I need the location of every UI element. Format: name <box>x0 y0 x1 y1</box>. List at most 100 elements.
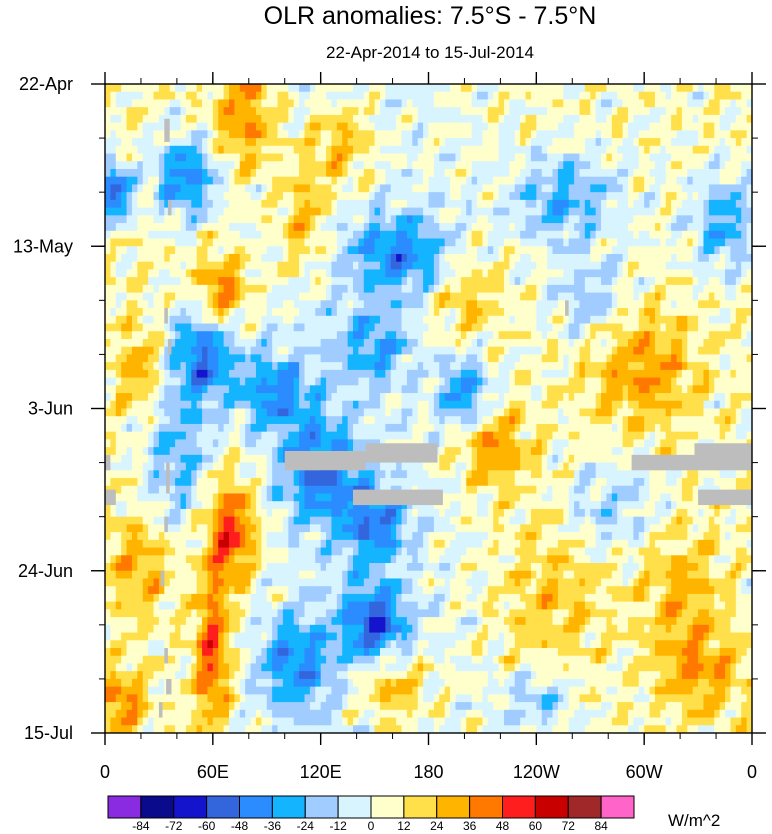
heat-cell <box>563 176 570 186</box>
heat-cell <box>482 168 489 178</box>
heat-cell <box>164 393 171 402</box>
heat-cell <box>714 308 721 317</box>
heat-cell <box>503 377 510 386</box>
heat-cell <box>229 315 235 325</box>
heat-cell <box>299 153 306 162</box>
heat-cell <box>698 91 705 101</box>
heat-cell <box>649 331 656 340</box>
heat-cell <box>622 315 629 325</box>
heat-cell <box>142 84 149 93</box>
heat-cell <box>266 315 273 325</box>
heat-cell <box>390 238 397 247</box>
heat-cell <box>406 354 413 363</box>
heat-cell <box>158 269 165 278</box>
heat-cell <box>137 308 144 317</box>
heat-cell <box>541 261 548 271</box>
heat-cell <box>477 338 484 348</box>
heat-cell <box>622 114 629 124</box>
heat-cell <box>137 300 144 309</box>
heat-cell <box>326 300 333 309</box>
heat-cell <box>660 300 667 309</box>
heat-cell <box>741 91 748 101</box>
heat-cell <box>369 338 376 348</box>
heat-cell <box>557 161 564 170</box>
heat-cell <box>223 246 230 255</box>
heat-cell <box>164 253 171 263</box>
heat-cell <box>153 223 160 232</box>
heat-cell <box>229 292 235 301</box>
heat-cell <box>185 138 192 147</box>
heat-cell <box>671 261 678 271</box>
heat-cell <box>191 354 198 363</box>
heat-cell <box>471 114 478 124</box>
heat-cell <box>638 362 645 371</box>
heat-cell <box>671 277 678 286</box>
heat-cell <box>363 300 370 309</box>
heat-cell <box>725 246 732 255</box>
heat-cell <box>622 238 629 247</box>
heat-cell <box>719 238 726 247</box>
heat-cell <box>185 153 192 162</box>
heat-cell <box>638 253 645 263</box>
heat-cell <box>627 385 634 394</box>
heat-cell <box>379 277 386 286</box>
heat-cell <box>579 176 586 186</box>
heat-cell <box>735 338 742 348</box>
heat-cell <box>390 176 397 186</box>
heat-cell <box>622 277 629 286</box>
heat-cell <box>374 393 381 402</box>
heat-cell <box>746 207 752 216</box>
heat-cell <box>406 207 413 216</box>
heat-cell <box>714 385 721 394</box>
heat-cell <box>547 130 554 139</box>
heat-cell <box>455 114 462 124</box>
heat-cell <box>617 215 624 224</box>
heat-cell <box>299 91 306 101</box>
heat-cell <box>471 230 478 240</box>
heat-cell <box>439 354 446 363</box>
heat-cell <box>126 269 133 278</box>
heat-cell <box>288 223 295 232</box>
heat-cell <box>245 292 252 301</box>
heat-cell <box>406 153 413 162</box>
heat-cell <box>266 223 273 232</box>
heat-cell <box>708 153 715 162</box>
heat-cell <box>115 122 122 131</box>
heat-cell <box>347 199 354 209</box>
heat-cell <box>115 130 122 139</box>
heat-cell <box>293 130 300 139</box>
heat-cell <box>590 91 597 101</box>
heat-cell <box>326 114 333 124</box>
heat-cell <box>638 223 645 232</box>
heat-cell <box>622 269 629 278</box>
heat-cell <box>698 246 705 255</box>
heat-cell <box>676 130 683 139</box>
heat-cell <box>315 138 322 147</box>
heat-cell <box>245 246 252 255</box>
heat-cell <box>320 354 327 363</box>
heat-cell <box>622 161 629 170</box>
heat-cell <box>218 192 225 201</box>
heat-cell <box>266 99 273 108</box>
heat-cell <box>272 192 279 201</box>
heat-cell <box>654 277 661 286</box>
heat-cell <box>390 130 397 139</box>
heat-cell <box>552 377 559 386</box>
heat-cell <box>692 269 699 278</box>
heat-cell <box>137 99 144 108</box>
heat-cell <box>633 192 640 201</box>
heat-cell <box>525 107 532 116</box>
heat-cell <box>379 362 386 371</box>
heat-cell <box>439 331 446 340</box>
heat-cell <box>401 308 408 317</box>
heat-cell <box>369 400 376 410</box>
heat-cell <box>514 168 521 178</box>
heat-cell <box>477 138 484 147</box>
heat-cell <box>196 130 203 139</box>
heat-cell <box>336 246 343 255</box>
heat-cell <box>353 161 360 170</box>
heat-cell <box>142 114 149 124</box>
heat-cell <box>412 176 419 186</box>
heat-cell <box>665 331 672 340</box>
